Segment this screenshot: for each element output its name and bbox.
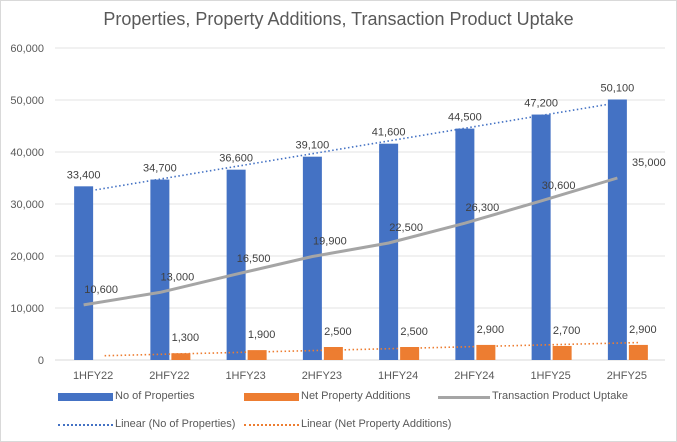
data-label-no-of-properties: 34,700 — [143, 163, 177, 175]
legend-label-linear-net-property-additions: Linear (Net Property Additions) — [301, 418, 452, 430]
bar-no-of-properties — [74, 186, 94, 360]
data-label-net-property-additions: 2,900 — [629, 324, 657, 336]
x-tick-label: 2HFY24 — [454, 370, 494, 382]
x-tick-label: 1HFY22 — [73, 370, 113, 382]
bar-net-property-additions — [400, 347, 420, 360]
legend-label-no-of-properties: No of Properties — [115, 390, 195, 402]
y-tick-label: 60,000 — [10, 43, 44, 55]
y-tick-label: 20,000 — [10, 251, 44, 263]
chart-title: Properties, Property Additions, Transact… — [103, 9, 574, 29]
bar-no-of-properties — [455, 128, 475, 360]
trendline-net-property-additions — [104, 341, 639, 357]
data-label-no-of-properties: 50,100 — [601, 82, 635, 94]
legend-label-linear-no-of-properties: Linear (No of Properties) — [115, 418, 236, 430]
legend-swatch-linear-no-of-properties — [58, 424, 113, 426]
x-tick-label: 2HFY23 — [302, 370, 342, 382]
data-label-transaction-product-uptake: 26,300 — [466, 202, 500, 214]
x-tick-label: 1HFY23 — [225, 370, 265, 382]
legend-item-linear-no-of-properties: Linear (No of Properties) — [58, 418, 258, 432]
bar-net-property-additions — [323, 347, 343, 360]
data-label-net-property-additions: 2,500 — [324, 326, 352, 338]
x-tick-label: 2HFY25 — [607, 370, 647, 382]
x-tick-label: 2HFY22 — [149, 370, 189, 382]
bar-net-property-additions — [476, 344, 496, 360]
legend-swatch-transaction-product-uptake — [438, 396, 490, 399]
data-label-no-of-properties: 44,500 — [448, 112, 482, 124]
bar-net-property-additions — [247, 350, 267, 360]
bar-net-property-additions — [171, 353, 191, 360]
data-label-transaction-product-uptake: 16,500 — [237, 253, 271, 265]
data-label-no-of-properties: 36,600 — [219, 153, 253, 165]
line-transaction-product-uptake — [83, 176, 618, 307]
x-tick-label: 1HFY25 — [530, 370, 570, 382]
bar-net-property-additions — [552, 345, 572, 360]
data-label-transaction-product-uptake: 35,000 — [632, 157, 666, 169]
bar-no-of-properties — [379, 143, 399, 360]
data-label-no-of-properties: 41,600 — [372, 127, 406, 139]
y-tick-label: 10,000 — [10, 303, 44, 315]
legend-swatch-net-property-additions — [244, 393, 299, 401]
legend-item-linear-net-property-additions: Linear (Net Property Additions) — [244, 418, 474, 432]
legend-item-transaction-product-uptake: Transaction Product Uptake — [438, 390, 668, 404]
data-label-net-property-additions: 2,900 — [477, 324, 505, 336]
x-tick-label: 1HFY24 — [378, 370, 418, 382]
data-label-net-property-additions: 2,700 — [553, 325, 581, 337]
legend-label-net-property-additions: Net Property Additions — [301, 390, 411, 402]
data-label-no-of-properties: 39,100 — [296, 140, 330, 152]
y-tick-label: 50,000 — [10, 95, 44, 107]
bar-net-property-additions — [628, 344, 648, 360]
bar-no-of-properties — [302, 156, 322, 360]
data-label-no-of-properties: 33,400 — [67, 169, 101, 181]
y-tick-label: 40,000 — [10, 147, 44, 159]
y-tick-label: 0 — [38, 355, 44, 367]
data-label-net-property-additions: 2,500 — [400, 326, 428, 338]
data-label-transaction-product-uptake: 13,000 — [161, 271, 195, 283]
data-label-no-of-properties: 47,200 — [524, 98, 558, 110]
data-label-transaction-product-uptake: 30,600 — [542, 180, 576, 192]
data-label-transaction-product-uptake: 19,900 — [313, 236, 347, 248]
legend-item-no-of-properties: No of Properties — [58, 390, 258, 404]
legend-item-net-property-additions: Net Property Additions — [244, 390, 444, 404]
bar-no-of-properties — [226, 169, 246, 360]
data-label-transaction-product-uptake: 22,500 — [389, 222, 423, 234]
data-label-net-property-additions: 1,900 — [248, 329, 276, 341]
bar-no-of-properties — [150, 179, 170, 360]
legend-swatch-linear-net-property-additions — [244, 424, 299, 426]
legend-label-transaction-product-uptake: Transaction Product Uptake — [492, 390, 628, 402]
data-label-net-property-additions: 1,300 — [172, 332, 200, 344]
data-label-transaction-product-uptake: 10,600 — [84, 284, 118, 296]
y-tick-label: 30,000 — [10, 199, 44, 211]
legend-swatch-no-of-properties — [58, 393, 113, 401]
bar-no-of-properties — [531, 114, 551, 360]
bar-no-of-properties — [607, 99, 627, 360]
